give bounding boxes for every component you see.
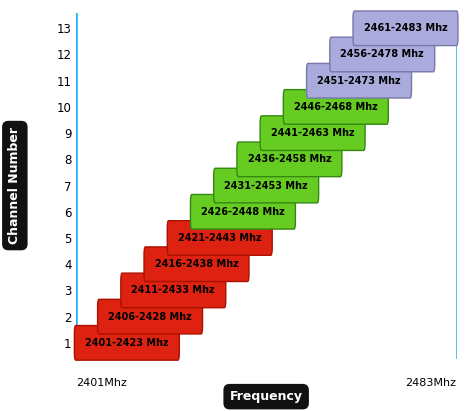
Text: 2456-2478 Mhz: 2456-2478 Mhz (340, 49, 424, 60)
FancyBboxPatch shape (237, 142, 342, 177)
Text: 2431-2453 Mhz: 2431-2453 Mhz (224, 180, 308, 191)
FancyBboxPatch shape (144, 247, 249, 282)
FancyBboxPatch shape (75, 326, 179, 360)
Text: 2421-2443 Mhz: 2421-2443 Mhz (178, 233, 262, 243)
Text: 2446-2468 Mhz: 2446-2468 Mhz (294, 102, 378, 112)
Text: Channel Number: Channel Number (8, 127, 22, 244)
FancyBboxPatch shape (353, 11, 458, 46)
Text: 2441-2463 Mhz: 2441-2463 Mhz (271, 128, 355, 138)
Text: 2401Mhz: 2401Mhz (76, 378, 127, 388)
FancyBboxPatch shape (98, 299, 203, 334)
Text: 2436-2458 Mhz: 2436-2458 Mhz (248, 155, 331, 164)
FancyBboxPatch shape (167, 221, 272, 255)
FancyBboxPatch shape (283, 90, 388, 124)
Text: 2426-2448 Mhz: 2426-2448 Mhz (201, 207, 285, 217)
Text: 2483Mhz: 2483Mhz (406, 378, 456, 388)
Text: 2451-2473 Mhz: 2451-2473 Mhz (317, 76, 401, 86)
FancyBboxPatch shape (214, 168, 318, 203)
Text: 2461-2483 Mhz: 2461-2483 Mhz (363, 23, 447, 33)
FancyBboxPatch shape (260, 116, 365, 150)
FancyBboxPatch shape (121, 273, 226, 308)
Text: 2401-2423 Mhz: 2401-2423 Mhz (85, 338, 169, 348)
Text: 2406-2428 Mhz: 2406-2428 Mhz (108, 312, 192, 322)
FancyBboxPatch shape (307, 63, 411, 98)
Text: 2416-2438 Mhz: 2416-2438 Mhz (155, 259, 238, 269)
FancyBboxPatch shape (190, 194, 295, 229)
FancyBboxPatch shape (330, 37, 435, 72)
Text: 2411-2433 Mhz: 2411-2433 Mhz (131, 285, 215, 296)
Text: Frequency: Frequency (230, 390, 303, 403)
